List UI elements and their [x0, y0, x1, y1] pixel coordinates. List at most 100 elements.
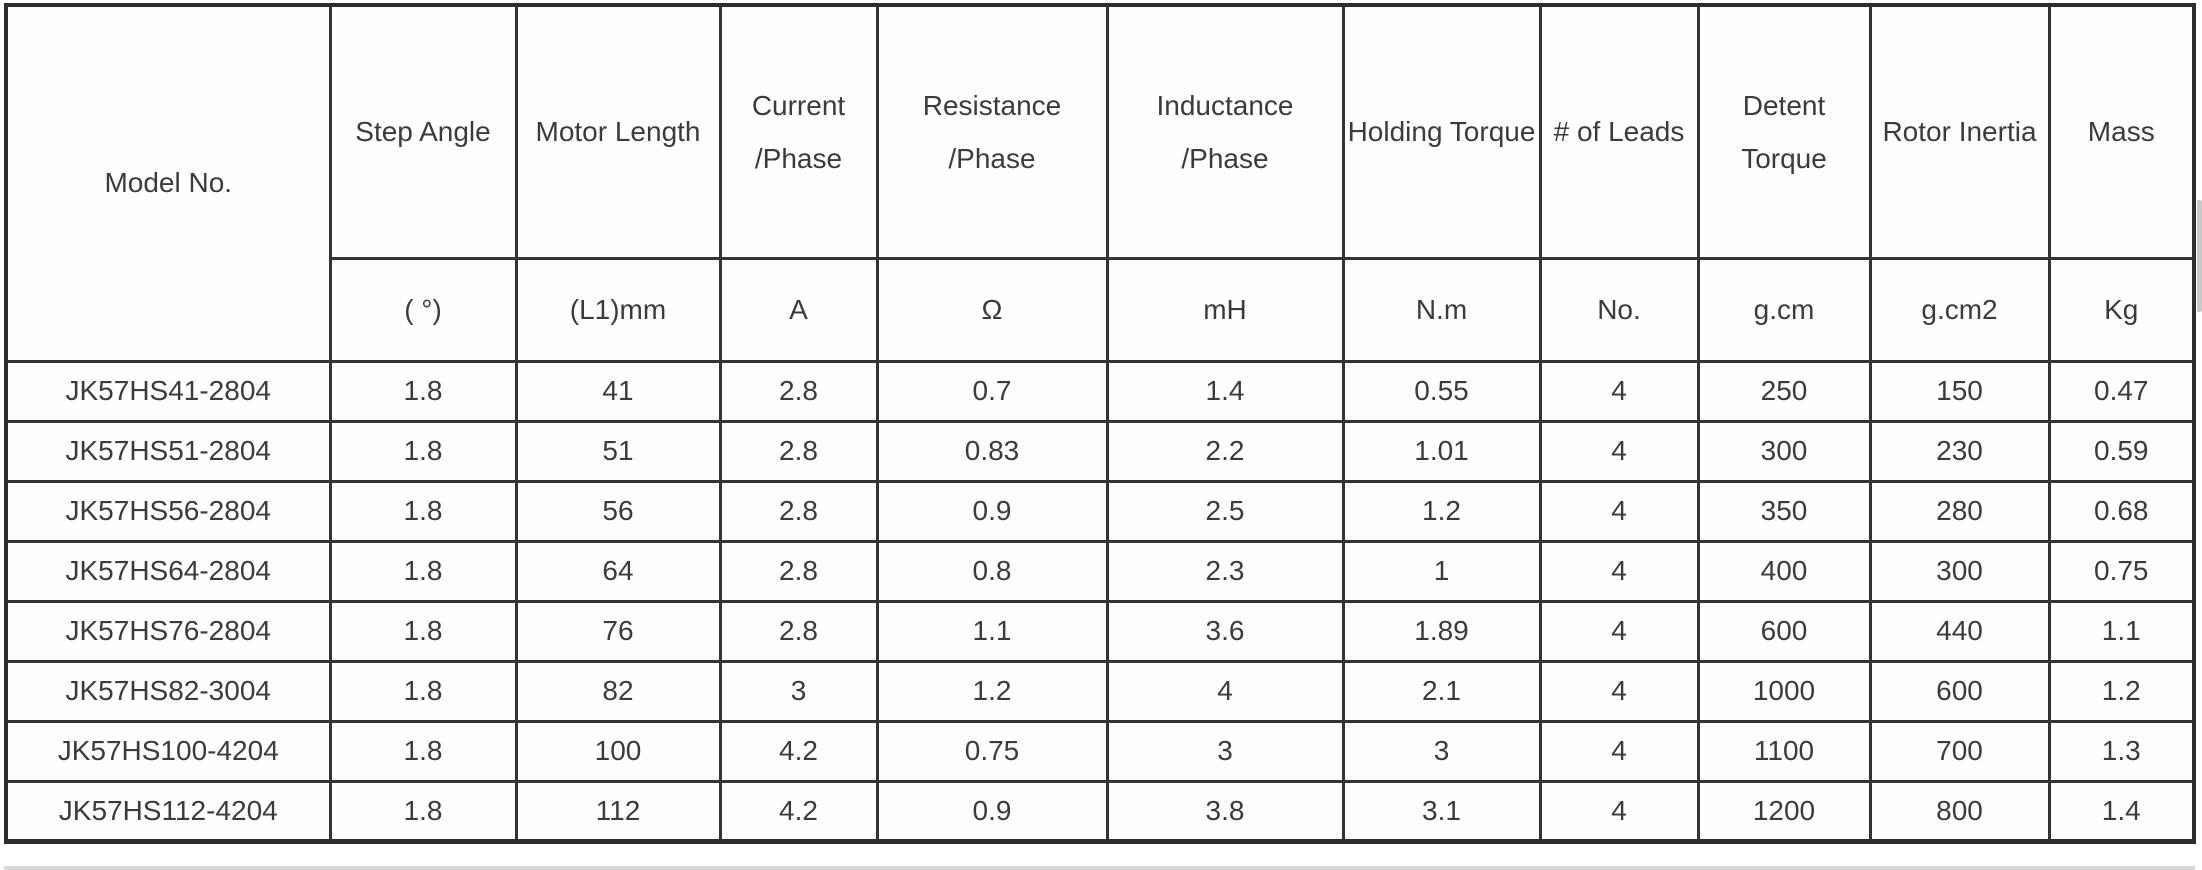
cell-holding-torque: 0.55	[1341, 359, 1542, 423]
cell-rotor-inertia: 230	[1868, 419, 2051, 483]
header-line: # of Leads	[1553, 116, 1685, 148]
cell-current: 2.8	[718, 419, 879, 483]
cell-rotor-inertia: 150	[1868, 359, 2051, 423]
cell-resistance: 0.9	[875, 479, 1109, 543]
column-header-resistance-phase: Resistance /Phase	[875, 3, 1109, 260]
cell-resistance: 0.75	[875, 719, 1109, 783]
cell-step-angle: 1.8	[328, 719, 518, 783]
column-header-detent-torque: Detent Torque	[1696, 3, 1872, 260]
scrollbar-track[interactable]	[2196, 0, 2202, 870]
column-header-step-angle: Step Angle	[328, 3, 518, 260]
header-line: Rotor Inertia	[1882, 116, 2037, 148]
table-row: JK57HS76-2804 1.8 76 2.8 1.1 3.6 1.89 4 …	[4, 599, 2196, 663]
table-row: JK57HS82-3004 1.8 82 3 1.2 4 2.1 4 1000 …	[4, 659, 2196, 723]
cell-current: 3	[718, 659, 879, 723]
table-row: JK57HS56-2804 1.8 56 2.8 0.9 2.5 1.2 4 3…	[4, 479, 2196, 543]
cell-resistance: 1.1	[875, 599, 1109, 663]
cell-detent-torque: 1100	[1696, 719, 1872, 783]
cell-num-leads: 4	[1538, 719, 1700, 783]
cell-holding-torque: 2.1	[1341, 659, 1542, 723]
header-line: Resistance	[922, 89, 1062, 121]
cell-motor-length: 112	[514, 779, 722, 843]
unit-current: A	[718, 256, 879, 363]
cell-rotor-inertia: 700	[1868, 719, 2051, 783]
column-header-current-phase: Current /Phase	[718, 3, 879, 260]
column-header-model: Model No.	[4, 3, 332, 363]
cell-step-angle: 1.8	[328, 539, 518, 603]
cell-num-leads: 4	[1538, 359, 1700, 423]
header-line: /Phase	[1181, 142, 1269, 174]
cell-current: 2.8	[718, 479, 879, 543]
cell-inductance: 3	[1105, 719, 1345, 783]
cell-step-angle: 1.8	[328, 359, 518, 423]
cell-rotor-inertia: 600	[1868, 659, 2051, 723]
cell-current: 4.2	[718, 719, 879, 783]
cell-inductance: 4	[1105, 659, 1345, 723]
unit-rotor-inertia: g.cm2	[1868, 256, 2051, 363]
cell-model: JK57HS56-2804	[4, 479, 332, 543]
cell-inductance: 1.4	[1105, 359, 1345, 423]
cell-num-leads: 4	[1538, 479, 1700, 543]
header-line: /Phase	[948, 142, 1036, 174]
header-line: Torque	[1741, 142, 1827, 174]
cell-inductance: 2.5	[1105, 479, 1345, 543]
cell-mass: 1.1	[2047, 599, 2196, 663]
table-bottom-shadow	[4, 866, 2195, 870]
cell-motor-length: 51	[514, 419, 722, 483]
cell-inductance: 2.2	[1105, 419, 1345, 483]
cell-num-leads: 4	[1538, 599, 1700, 663]
cell-rotor-inertia: 280	[1868, 479, 2051, 543]
cell-step-angle: 1.8	[328, 419, 518, 483]
cell-holding-torque: 3	[1341, 719, 1542, 783]
cell-holding-torque: 1.89	[1341, 599, 1542, 663]
cell-motor-length: 82	[514, 659, 722, 723]
table-row: JK57HS51-2804 1.8 51 2.8 0.83 2.2 1.01 4…	[4, 419, 2196, 483]
cell-step-angle: 1.8	[328, 479, 518, 543]
table-row: JK57HS64-2804 1.8 64 2.8 0.8 2.3 1 4 400…	[4, 539, 2196, 603]
cell-step-angle: 1.8	[328, 659, 518, 723]
cell-num-leads: 4	[1538, 539, 1700, 603]
cell-step-angle: 1.8	[328, 779, 518, 843]
header-line: Holding Torque	[1347, 116, 1536, 148]
unit-step-angle: ( °)	[328, 256, 518, 363]
header-line: Current	[751, 89, 846, 121]
cell-mass: 0.75	[2047, 539, 2196, 603]
column-header-rotor-inertia: Rotor Inertia	[1868, 3, 2051, 260]
cell-motor-length: 100	[514, 719, 722, 783]
column-header-mass: Mass	[2047, 3, 2196, 260]
column-header-num-leads: # of Leads	[1538, 3, 1700, 260]
cell-holding-torque: 1	[1341, 539, 1542, 603]
cell-detent-torque: 300	[1696, 419, 1872, 483]
cell-resistance: 0.9	[875, 779, 1109, 843]
cell-mass: 1.4	[2047, 779, 2196, 843]
cell-current: 2.8	[718, 599, 879, 663]
cell-current: 4.2	[718, 779, 879, 843]
table-row: JK57HS112-4204 1.8 112 4.2 0.9 3.8 3.1 4…	[4, 779, 2196, 843]
header-line: Motor Length	[535, 116, 701, 148]
header-line: /Phase	[754, 142, 843, 174]
cell-model: JK57HS64-2804	[4, 539, 332, 603]
cell-holding-torque: 1.01	[1341, 419, 1542, 483]
column-header-holding-torque: Holding Torque	[1341, 3, 1542, 260]
cell-motor-length: 76	[514, 599, 722, 663]
cell-resistance: 1.2	[875, 659, 1109, 723]
cell-model: JK57HS51-2804	[4, 419, 332, 483]
cell-mass: 1.2	[2047, 659, 2196, 723]
unit-inductance: mH	[1105, 256, 1345, 363]
scrollbar-thumb[interactable]	[2197, 200, 2202, 312]
cell-resistance: 0.8	[875, 539, 1109, 603]
cell-mass: 0.68	[2047, 479, 2196, 543]
cell-step-angle: 1.8	[328, 599, 518, 663]
cell-model: JK57HS112-4204	[4, 779, 332, 843]
unit-resistance: Ω	[875, 256, 1109, 363]
cell-detent-torque: 1200	[1696, 779, 1872, 843]
cell-holding-torque: 1.2	[1341, 479, 1542, 543]
cell-num-leads: 4	[1538, 779, 1700, 843]
cell-holding-torque: 3.1	[1341, 779, 1542, 843]
column-header-inductance-phase: Inductance /Phase	[1105, 3, 1345, 260]
cell-resistance: 0.83	[875, 419, 1109, 483]
cell-detent-torque: 1000	[1696, 659, 1872, 723]
cell-inductance: 3.8	[1105, 779, 1345, 843]
cell-inductance: 2.3	[1105, 539, 1345, 603]
